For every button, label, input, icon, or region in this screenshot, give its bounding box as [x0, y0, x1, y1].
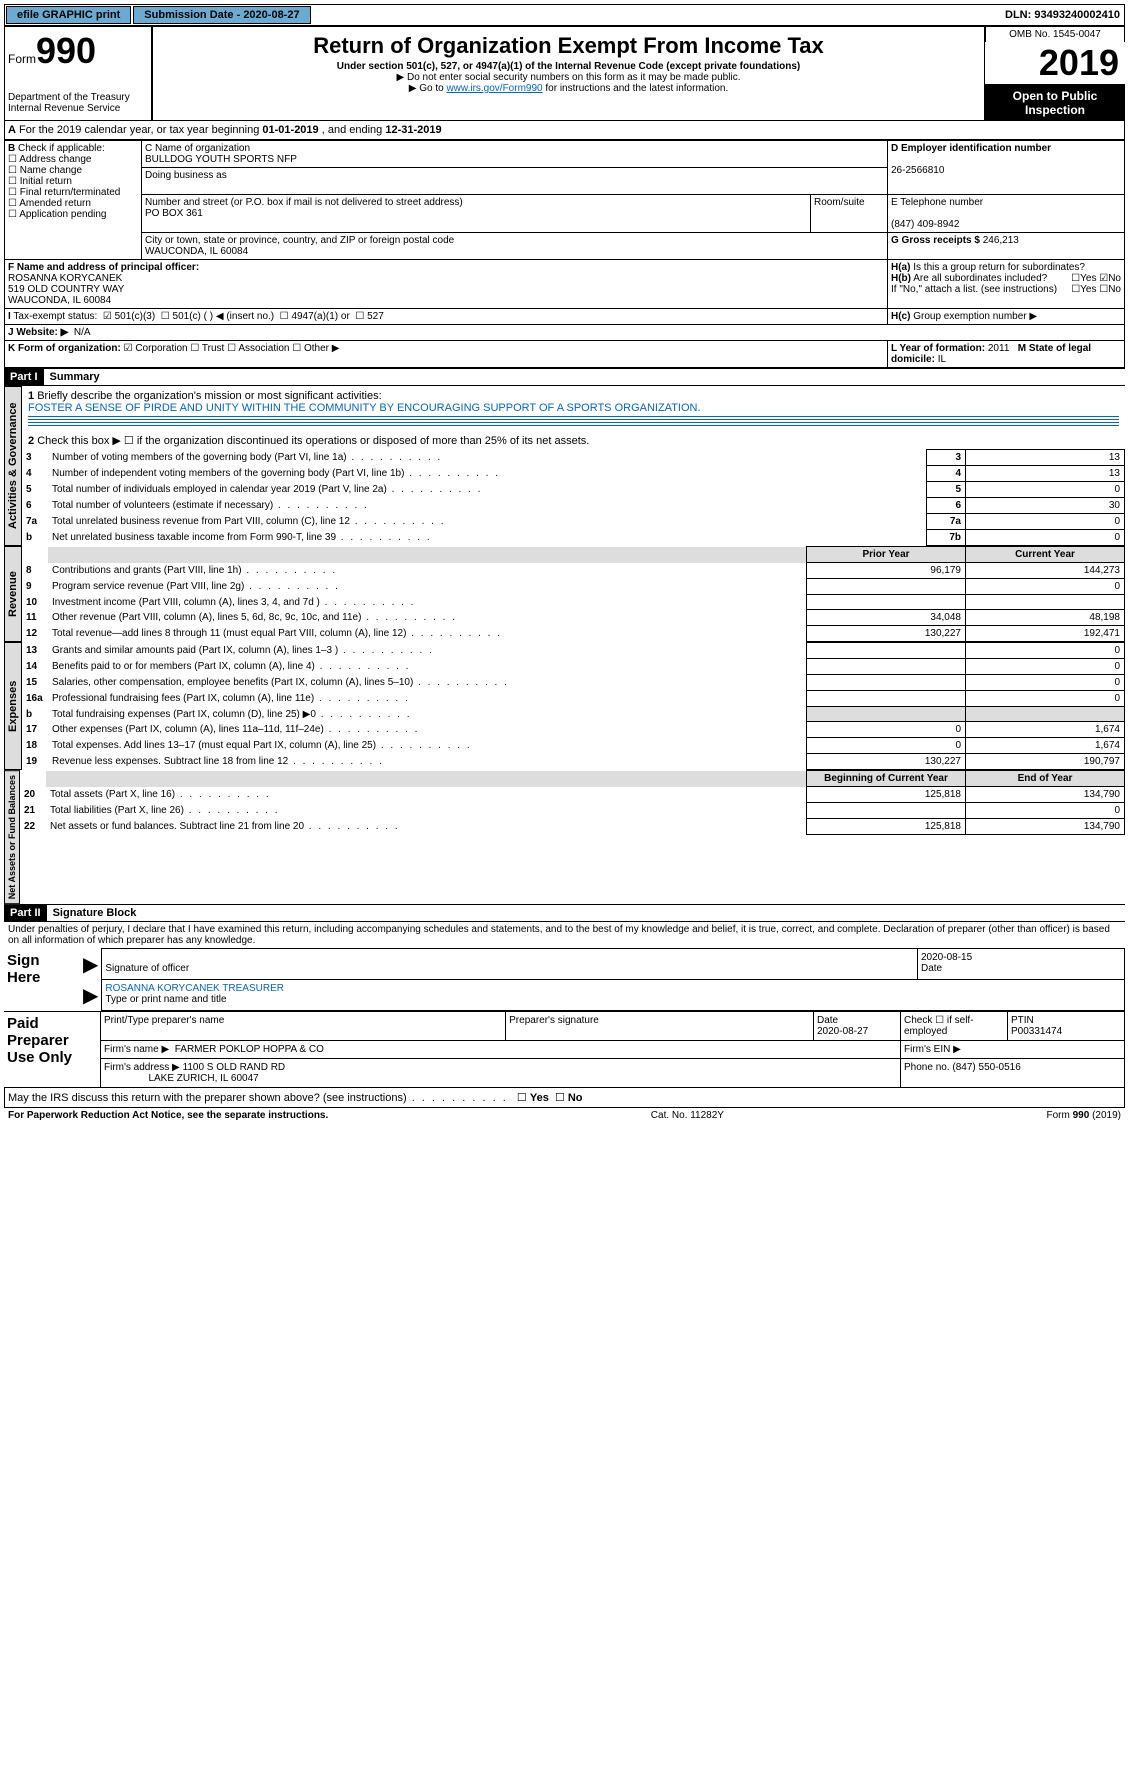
phone: (847) 409-8942	[891, 219, 959, 230]
open-inspection: Open to Public Inspection	[985, 85, 1125, 121]
governance-table: 3Number of voting members of the governi…	[22, 449, 1125, 546]
sign-date: 2020-08-15	[921, 952, 972, 963]
line-a: A For the 2019 calendar year, or tax yea…	[4, 121, 1125, 140]
form-990-label: Form990	[8, 30, 148, 72]
org-name: BULLDOG YOUTH SPORTS NFP	[145, 154, 297, 165]
gross-receipts: 246,213	[983, 235, 1019, 246]
section-expenses: Expenses	[4, 642, 22, 770]
sign-here-block: Sign Here ▶ Signature of officer 2020-08…	[4, 948, 1125, 1011]
part1-header: Part ISummary	[4, 368, 1125, 386]
header-grid: B Check if applicable: ☐ Address change☐…	[4, 140, 1125, 368]
ptin: P00331474	[1011, 1026, 1062, 1037]
org-city: WAUCONDA, IL 60084	[145, 246, 248, 257]
tax-year: 2019	[985, 42, 1125, 85]
revenue-table: Prior YearCurrent Year 8Contributions an…	[22, 546, 1125, 642]
top-bar: efile GRAPHIC print Submission Date - 20…	[4, 4, 1125, 26]
officer-name: ROSANNA KORYCANEK	[8, 273, 122, 284]
dln: DLN: 93493240002410	[1005, 9, 1124, 21]
header-title-block: Return of Organization Exempt From Incom…	[152, 26, 985, 121]
year-formation: 2011	[988, 343, 1010, 354]
firm-address: 1100 S OLD RAND RD	[183, 1062, 286, 1073]
perjury-declaration: Under penalties of perjury, I declare th…	[4, 922, 1125, 948]
efile-button[interactable]: efile GRAPHIC print	[6, 6, 131, 24]
line1: 1 Briefly describe the organization's mi…	[22, 386, 1125, 432]
section-net: Net Assets or Fund Balances	[4, 770, 20, 904]
omb-number: OMB No. 1545-0047	[985, 26, 1125, 42]
firm-name: FARMER POKLOP HOPPA & CO	[175, 1044, 324, 1055]
domicile: IL	[938, 354, 946, 365]
form-title: Return of Organization Exempt From Incom…	[157, 33, 980, 59]
net-table: Beginning of Current YearEnd of Year 20T…	[20, 770, 1125, 835]
officer-signature-name: ROSANNA KORYCANEK TREASURER	[105, 983, 284, 994]
expenses-table: 13Grants and similar amounts paid (Part …	[22, 642, 1125, 770]
section-revenue: Revenue	[4, 546, 22, 642]
dept-label: Department of the Treasury Internal Reve…	[8, 92, 148, 114]
line2: 2 Check this box ▶ ☐ if the organization…	[22, 432, 1125, 449]
preparer-date: 2020-08-27	[817, 1026, 868, 1037]
irs-link[interactable]: www.irs.gov/Form990	[446, 83, 542, 94]
ein: 26-2566810	[891, 165, 944, 176]
page-footer: For Paperwork Reduction Act Notice, see …	[4, 1108, 1125, 1123]
part2-header: Part IISignature Block	[4, 904, 1125, 922]
mission-text: FOSTER A SENSE OF PIRDE AND UNITY WITHIN…	[28, 402, 701, 414]
discuss-line: May the IRS discuss this return with the…	[4, 1088, 1125, 1108]
paid-preparer-block: Paid Preparer Use Only Print/Type prepar…	[4, 1011, 1125, 1088]
firm-phone: (847) 550-0516	[952, 1062, 1020, 1073]
website: N/A	[74, 327, 91, 338]
org-address: PO BOX 361	[145, 208, 203, 219]
section-governance: Activities & Governance	[4, 386, 22, 546]
submission-date: Submission Date - 2020-08-27	[133, 6, 310, 24]
